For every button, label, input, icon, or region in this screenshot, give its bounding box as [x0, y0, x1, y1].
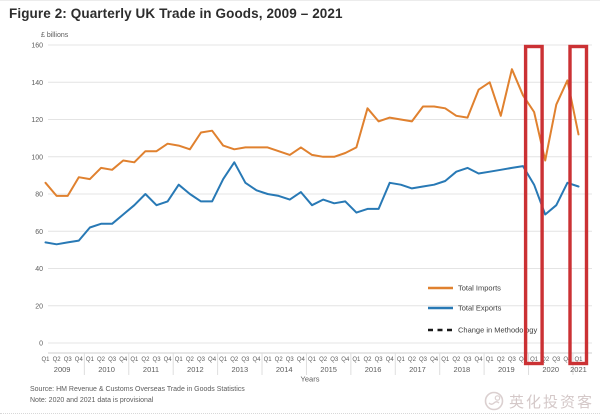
quarter-tick-label: Q3: [419, 357, 428, 363]
year-tick-label: 2017: [409, 365, 426, 374]
quarter-tick-label: Q1: [441, 357, 450, 363]
legend-label-2: Total Exports: [458, 304, 502, 313]
x-axis-title: Years: [301, 375, 320, 384]
quarter-tick-label: Q1: [486, 357, 495, 363]
quarter-tick-label: Q1: [308, 357, 317, 363]
quarter-tick-label: Q1: [130, 357, 139, 363]
figure-title: Figure 2: Quarterly UK Trade in Goods, 2…: [9, 6, 343, 21]
year-tick-label: 2015: [320, 365, 337, 374]
quarter-tick-label: Q3: [286, 357, 295, 363]
y-tick-label: 40: [35, 266, 43, 273]
quarter-tick-label: Q4: [297, 357, 306, 363]
quarter-tick-label: Q2: [541, 357, 550, 363]
footer-notes: Source: HM Revenue & Customs Overseas Tr…: [30, 385, 245, 406]
quarter-tick-label: Q4: [563, 357, 572, 363]
quarter-tick-label: Q4: [208, 357, 217, 363]
quarter-tick-label: Q2: [97, 357, 106, 363]
legend-label-3: Change in Methodology: [458, 326, 537, 335]
quarter-tick-label: Q2: [275, 357, 284, 363]
quarter-tick-label: Q1: [530, 357, 539, 363]
year-tick-label: 2011: [143, 365, 159, 374]
quarter-tick-label: Q4: [119, 357, 128, 363]
source-note: Source: HM Revenue & Customs Overseas Tr…: [30, 386, 245, 393]
year-tick-label: 2018: [454, 365, 471, 374]
quarter-tick-label: Q3: [64, 357, 73, 363]
quarter-tick-label: Q3: [241, 357, 250, 363]
quarter-tick-label: Q2: [141, 357, 150, 363]
y-tick-label: 80: [35, 192, 43, 199]
quarter-tick-label: Q2: [53, 357, 62, 363]
quarter-tick-label: Q2: [230, 357, 239, 363]
watermark-logo-icon: [484, 391, 504, 411]
year-tick-label: 2010: [98, 365, 115, 374]
quarter-tick-label: Q1: [175, 357, 184, 363]
quarter-tick-label: Q3: [463, 357, 472, 363]
year-tick-label: 2012: [187, 365, 204, 374]
quarter-tick-label: Q1: [264, 357, 273, 363]
y-tick-label: 140: [31, 80, 43, 87]
quarter-tick-label: Q2: [364, 357, 373, 363]
quarter-tick-label: Q1: [41, 357, 50, 363]
legend-label-1: Total Imports: [458, 284, 501, 293]
year-tick-label: 2009: [54, 365, 71, 374]
quarter-tick-label: Q4: [475, 357, 484, 363]
year-tick-label: 2016: [365, 365, 382, 374]
y-tick-label: 160: [31, 43, 43, 50]
quarter-tick-label: Q1: [219, 357, 228, 363]
quarter-tick-label: Q1: [574, 357, 583, 363]
series-line-total-exports: [44, 161, 580, 246]
year-tick-label: 2021: [570, 365, 587, 374]
quarter-tick-label: Q2: [186, 357, 195, 363]
provisional-note: Note: 2020 and 2021 data is provisional: [30, 396, 154, 404]
y-tick-label: 0: [39, 341, 43, 348]
y-tick-label: 60: [35, 229, 43, 236]
quarter-tick-label: Q3: [108, 357, 117, 363]
quarter-tick-label: Q2: [408, 357, 417, 363]
quarter-tick-label: Q3: [375, 357, 384, 363]
watermark-text: 英化投资客: [508, 393, 594, 411]
y-tick-label: 100: [31, 154, 43, 161]
quarter-tick-label: Q2: [319, 357, 328, 363]
quarter-tick-label: Q4: [519, 357, 528, 363]
quarter-tick-label: Q1: [352, 357, 361, 363]
quarter-tick-label: Q1: [397, 357, 406, 363]
y-axis-unit-label: £ billions: [41, 32, 69, 39]
quarter-tick-label: Q3: [330, 357, 339, 363]
quarter-tick-label: Q4: [386, 357, 395, 363]
year-tick-label: 2020: [542, 365, 559, 374]
year-tick-label: 2013: [231, 365, 248, 374]
series-line-total-imports: [44, 68, 580, 197]
quarter-tick-label: Q4: [341, 357, 350, 363]
quarter-tick-label: Q3: [197, 357, 206, 363]
quarter-tick-label: Q4: [252, 357, 261, 363]
highlight-box-q1-2021: [568, 44, 589, 366]
highlight-box-q1-2020: [523, 44, 544, 366]
watermark: 英化投资客: [483, 390, 594, 412]
y-tick-label: 120: [31, 117, 43, 124]
quarter-tick-label: Q2: [497, 357, 506, 363]
quarter-tick-label: Q4: [430, 357, 439, 363]
quarter-tick-label: Q1: [86, 357, 95, 363]
year-tick-label: 2014: [276, 365, 293, 374]
quarter-tick-label: Q4: [75, 357, 84, 363]
quarter-tick-label: Q3: [153, 357, 162, 363]
quarter-tick-label: Q3: [552, 357, 561, 363]
year-tick-label: 2019: [498, 365, 515, 374]
y-tick-label: 20: [35, 303, 43, 310]
quarter-tick-label: Q3: [508, 357, 517, 363]
quarter-tick-label: Q4: [164, 357, 173, 363]
quarter-tick-label: Q2: [452, 357, 461, 363]
